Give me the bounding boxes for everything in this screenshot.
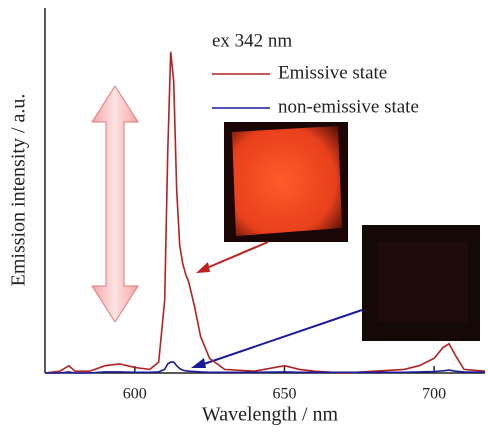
x-tick-label: 600 (123, 386, 147, 403)
annotation: ex 342 nm (212, 30, 292, 51)
pointer-blue (198, 310, 362, 366)
x-tick-label: 650 (272, 386, 296, 403)
photo-film-dark (378, 242, 468, 322)
y-axis-label: Emission intensity / a.u. (8, 94, 30, 287)
legend-label: non-emissive state (278, 96, 419, 117)
series-line (45, 362, 485, 373)
double-arrow (92, 86, 138, 322)
arrowhead (196, 262, 210, 273)
x-axis-label: Wavelength / nm (202, 404, 339, 426)
pointer-red (202, 242, 268, 270)
x-tick-label: 700 (422, 386, 446, 403)
photo-film (232, 126, 342, 236)
arrowhead (191, 358, 206, 368)
legend-label: Emissive state (278, 62, 387, 83)
chart: Wavelength / nm Emission intensity / a.u… (0, 0, 488, 432)
